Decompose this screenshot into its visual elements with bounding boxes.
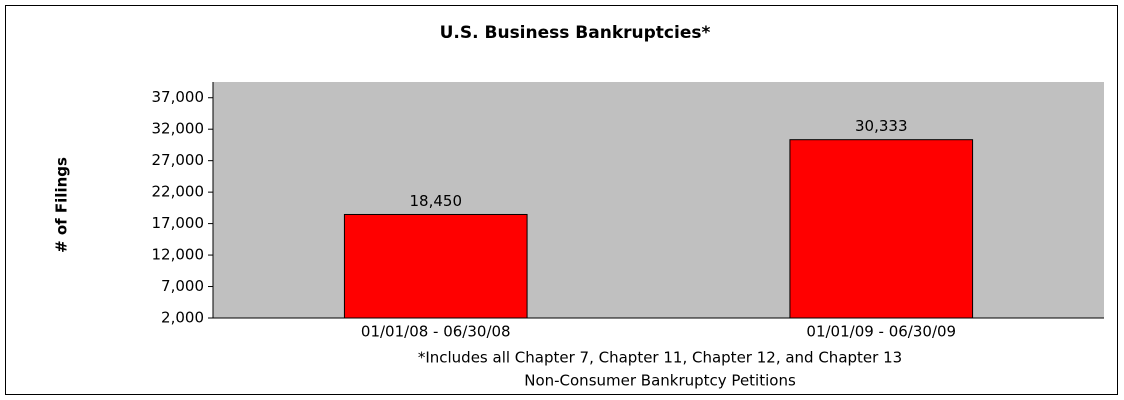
y-tick-label: 2,000 [161,309,204,327]
y-tick-label: 7,000 [161,277,204,295]
y-axis-label: # of Filings [53,157,71,253]
y-tick-label: 32,000 [152,120,205,138]
y-tick-label: 12,000 [152,246,205,264]
x-tick-label: 01/01/09 - 06/30/09 [806,323,956,341]
bar [789,139,974,319]
footnote: Non-Consumer Bankruptcy Petitions [524,372,796,390]
data-label: 30,333 [855,117,908,135]
bar [343,213,528,319]
y-tick-label: 37,000 [152,88,205,106]
y-tick-label: 27,000 [152,151,205,169]
y-tick-label: 22,000 [152,183,205,201]
footnote: *Includes all Chapter 7, Chapter 11, Cha… [418,349,902,367]
data-label: 18,450 [410,192,463,210]
chart-title: U.S. Business Bankruptcies* [440,23,711,43]
y-tick-label: 17,000 [152,214,205,232]
x-tick-label: 01/01/08 - 06/30/08 [361,323,511,341]
